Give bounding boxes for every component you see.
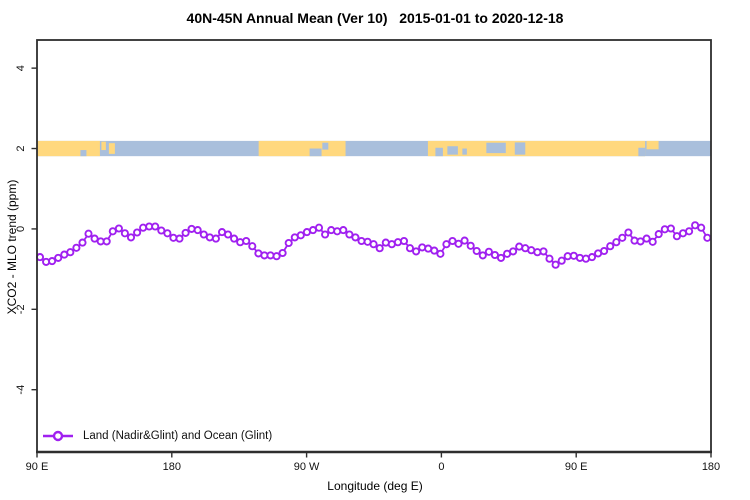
svg-text:2: 2 [15, 145, 27, 151]
svg-text:0: 0 [438, 461, 444, 473]
legend-label: Land (Nadir&Glint) and Ocean (Glint) [83, 430, 273, 442]
svg-text:90 W: 90 W [294, 461, 320, 473]
map-strip [37, 140, 711, 157]
svg-text:0: 0 [15, 226, 27, 232]
axes: 90 E 180 90 W 0 90 E 180 4 2 0 -2 -4 [15, 39, 720, 473]
svg-text:90 E: 90 E [26, 461, 49, 473]
legend-line-marker-icon [43, 430, 73, 442]
svg-text:4: 4 [15, 65, 27, 71]
x-axis-label: Longitude (deg E) [327, 479, 423, 493]
svg-text:-2: -2 [15, 304, 27, 314]
chart-title: 40N-45N Annual Mean (Ver 10) 2015-01-01 … [186, 10, 564, 26]
svg-text:-4: -4 [15, 385, 27, 395]
svg-text:90 E: 90 E [565, 461, 588, 473]
svg-text:180: 180 [163, 461, 181, 473]
legend: Land (Nadir&Glint) and Ocean (Glint) [42, 429, 272, 443]
svg-text:180: 180 [702, 461, 720, 473]
data-series [35, 221, 712, 269]
